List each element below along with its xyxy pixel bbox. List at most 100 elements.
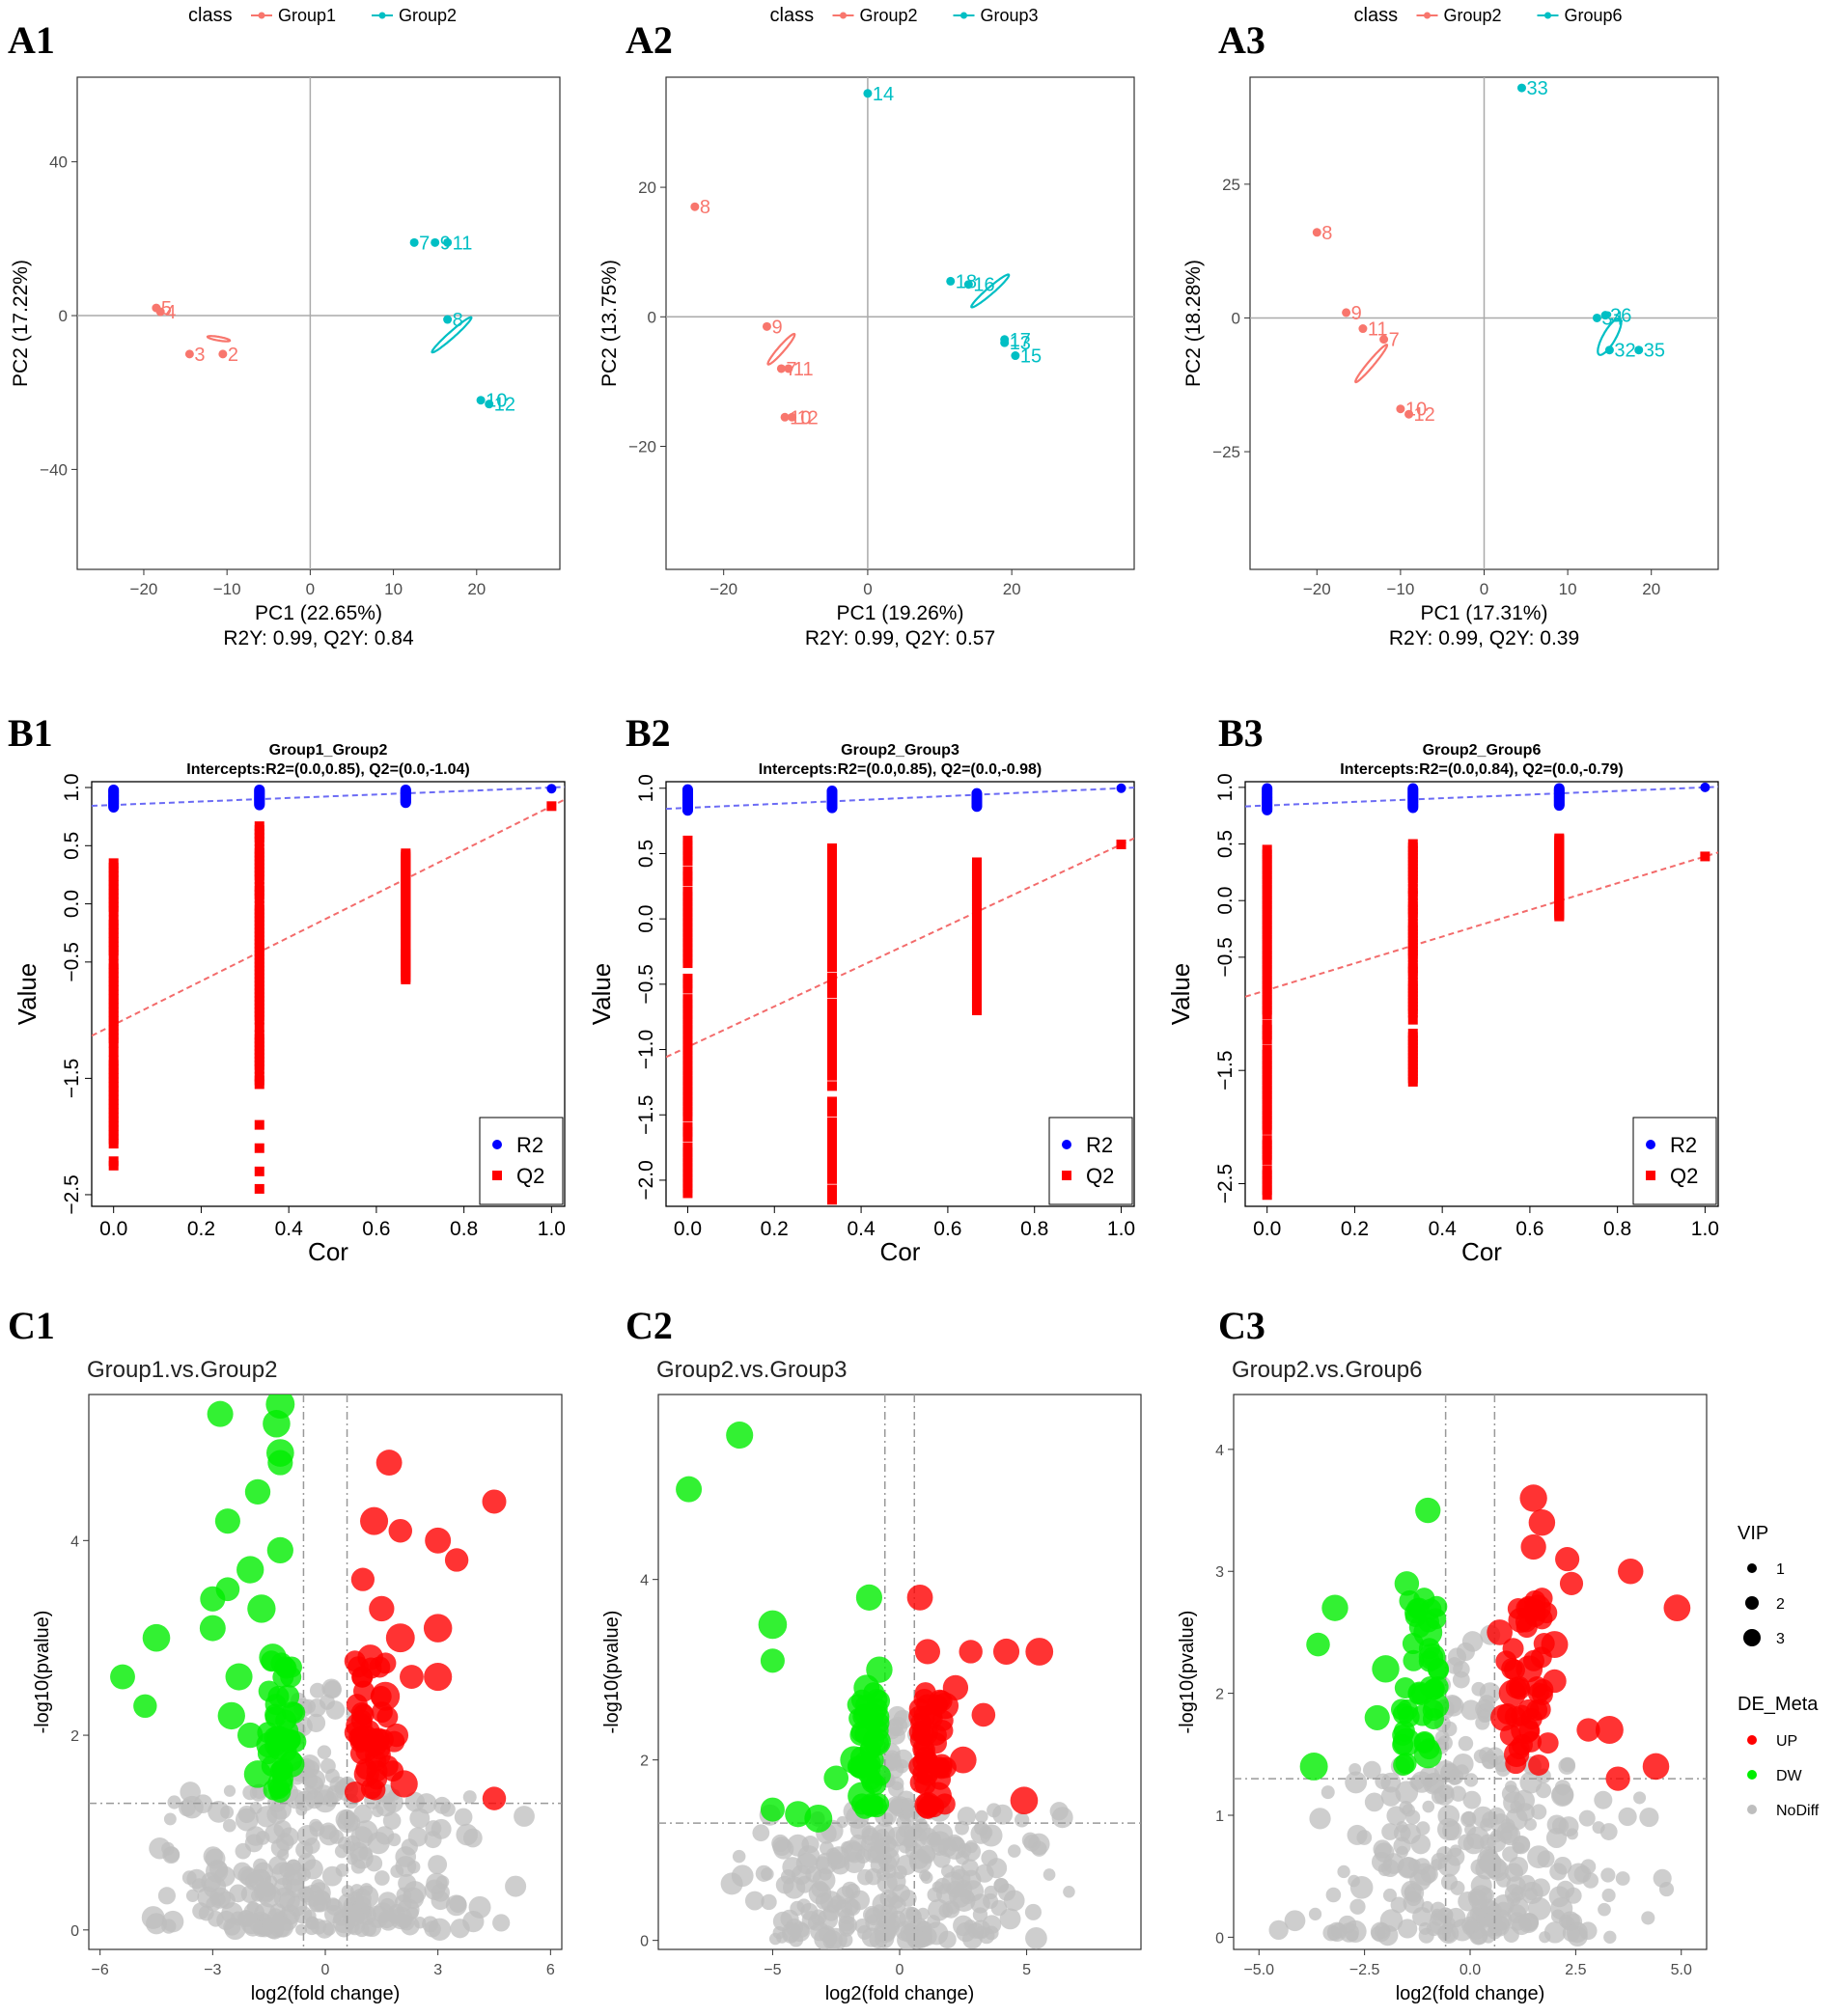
confidence-ellipse-group2 <box>431 316 473 354</box>
nodiff-point <box>972 1907 988 1922</box>
sample-point <box>1312 228 1321 237</box>
q2-point <box>254 882 264 893</box>
nodiff-point <box>374 1870 390 1886</box>
nodiff-point <box>1422 1800 1435 1813</box>
nodiff-point <box>1416 1821 1431 1836</box>
q2-point <box>1262 1074 1272 1085</box>
up-regulated-point <box>992 1638 1020 1666</box>
nodiff-point <box>1599 1823 1618 1840</box>
panel-label-c2: C2 <box>626 1304 673 1347</box>
x-tick-label: 1.0 <box>1691 1218 1719 1240</box>
down-regulated-point <box>284 1701 306 1724</box>
confidence-ellipse-group2 <box>766 332 796 366</box>
nodiff-point <box>1370 1921 1391 1943</box>
nodiff-point <box>1508 1857 1529 1877</box>
nodiff-point <box>208 1801 230 1823</box>
q2-point <box>682 841 693 851</box>
nodiff-point <box>255 1806 278 1828</box>
q2-point <box>1262 970 1272 980</box>
q2-point <box>1262 1174 1272 1185</box>
q2-point <box>682 922 693 932</box>
q2-point <box>826 1060 837 1070</box>
r2-point-original <box>546 784 557 794</box>
q2-point <box>682 1075 693 1086</box>
up-regulated-point <box>1504 1705 1526 1727</box>
x-axis-label: Cor <box>1461 1237 1502 1266</box>
q2-point <box>1262 849 1272 860</box>
sample-point <box>762 321 771 331</box>
de-legend-title: DE_Meta <box>1738 1694 1819 1715</box>
nodiff-point <box>955 1879 973 1897</box>
y-tick-label: 0 <box>1232 309 1240 327</box>
down-regulated-point <box>1364 1704 1390 1730</box>
q2-point <box>826 1096 837 1107</box>
q2-point <box>1407 918 1418 928</box>
down-regulated-point <box>236 1722 264 1749</box>
nodiff-point <box>294 1790 316 1811</box>
y-tick-label: 0 <box>640 1934 649 1950</box>
y-tick-label: −25 <box>1212 443 1240 461</box>
down-regulated-point <box>133 1694 157 1719</box>
nodiff-point <box>761 1893 777 1911</box>
nodiff-point <box>886 1796 904 1814</box>
legend-title: class <box>1354 5 1399 26</box>
q2-point <box>682 1004 693 1014</box>
q2-point <box>1262 1050 1272 1061</box>
q2-point <box>1262 1090 1272 1100</box>
nodiff-point <box>276 1833 294 1851</box>
volcano-legend: VIP 1 2 3 DE_Meta UP DW NoDiff <box>1738 1523 1820 1819</box>
r2-point <box>826 785 838 796</box>
sample-label: 17 <box>1010 330 1031 351</box>
down-regulated-point <box>849 1724 872 1746</box>
up-regulated-point <box>1505 1753 1527 1775</box>
nodiff-point <box>409 1808 431 1829</box>
q2-point <box>1262 1105 1272 1116</box>
x-axis-label: Cor <box>880 1237 921 1266</box>
model-stats: R2Y: 0.99, Q2Y: 0.39 <box>1389 627 1579 649</box>
nodiff-point <box>390 1864 404 1878</box>
sample-point <box>946 276 956 286</box>
q2-point <box>971 857 982 868</box>
y-tick-label: 3 <box>1215 1564 1224 1581</box>
nodiff-point <box>1364 1792 1384 1812</box>
x-axis-label: PC1 (19.26%) <box>837 602 964 624</box>
up-regulated-point <box>949 1746 977 1774</box>
y-tick-label: −0.5 <box>635 964 657 1004</box>
q2-point <box>682 892 693 902</box>
nodiff-point <box>787 1834 810 1857</box>
panel-label-c3: C3 <box>1218 1304 1265 1347</box>
down-regulated-point <box>244 1478 271 1505</box>
up-regulated-point <box>360 1657 382 1679</box>
y-tick-label: 0.0 <box>635 905 657 933</box>
plot-area <box>1234 1395 1707 1949</box>
sample-label: 3 <box>194 345 205 366</box>
down-regulated-point <box>247 1594 276 1623</box>
q2-point <box>1262 1179 1272 1190</box>
q2-point <box>1262 1030 1272 1040</box>
q2-point <box>1554 833 1565 843</box>
q2-point <box>682 1111 693 1121</box>
nodiff-point <box>440 1802 456 1817</box>
q2-point <box>826 941 837 952</box>
nodiff-point <box>1641 1911 1655 1925</box>
nodiff-point <box>329 1829 345 1844</box>
q2-regression-line <box>1245 851 1718 998</box>
sample-point <box>409 237 419 247</box>
q2-point <box>826 1158 837 1169</box>
y-tick-label: 0.0 <box>1214 887 1237 915</box>
q2-point <box>1262 1119 1272 1130</box>
x-tick-label: 0.4 <box>275 1218 304 1240</box>
up-regulated-point <box>1555 1547 1580 1572</box>
nodiff-point <box>449 1894 467 1914</box>
nodiff-point <box>1443 1696 1464 1717</box>
down-regulated-point <box>1413 1732 1435 1754</box>
vip-size-label: 1 <box>1776 1561 1785 1578</box>
sample-label: 8 <box>700 197 710 218</box>
nodiff-point <box>1496 1822 1518 1844</box>
y-tick-label: 1.0 <box>61 773 83 801</box>
nodiff-point <box>505 1875 527 1897</box>
nodiff-point <box>929 1831 952 1853</box>
sample-point <box>1000 338 1010 347</box>
q2-point <box>1262 1124 1272 1135</box>
nodiff-point <box>1373 1839 1392 1859</box>
